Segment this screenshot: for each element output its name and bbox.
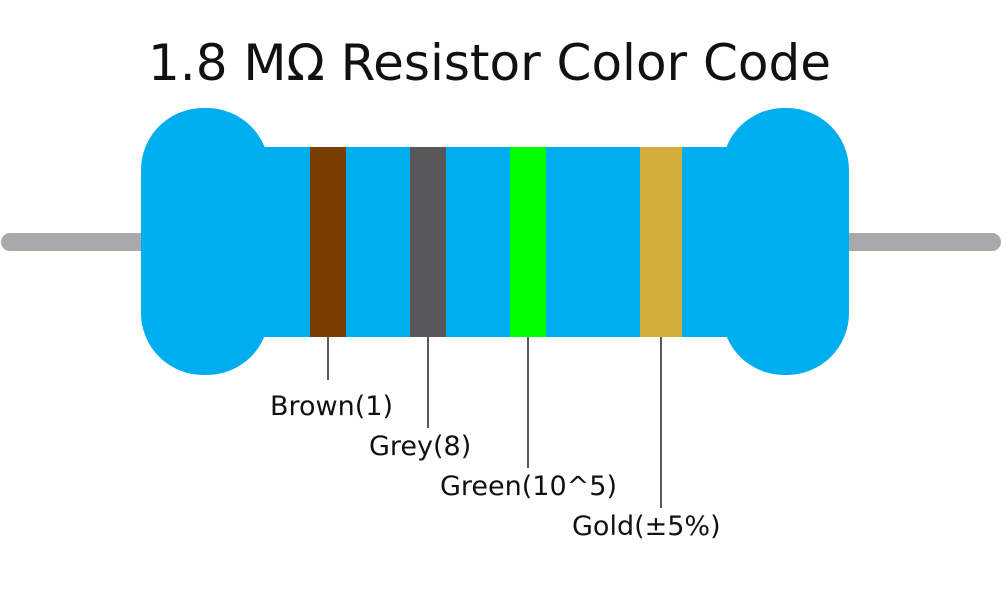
title: 1.8 MΩ Resistor Color Code <box>148 34 831 92</box>
color-band <box>640 147 682 337</box>
band-label: Grey(8) <box>369 431 471 462</box>
band-label: Gold(±5%) <box>572 511 721 542</box>
right-cap <box>722 108 849 375</box>
band-label: Green(10^5) <box>440 471 617 502</box>
color-band <box>510 147 546 337</box>
bands: Brown(1) Grey(8) Green(10^5) Gold(±5%) <box>270 147 721 542</box>
left-cap <box>141 108 269 375</box>
color-band <box>410 147 446 337</box>
band-label: Brown(1) <box>270 391 393 422</box>
color-band <box>310 147 346 337</box>
